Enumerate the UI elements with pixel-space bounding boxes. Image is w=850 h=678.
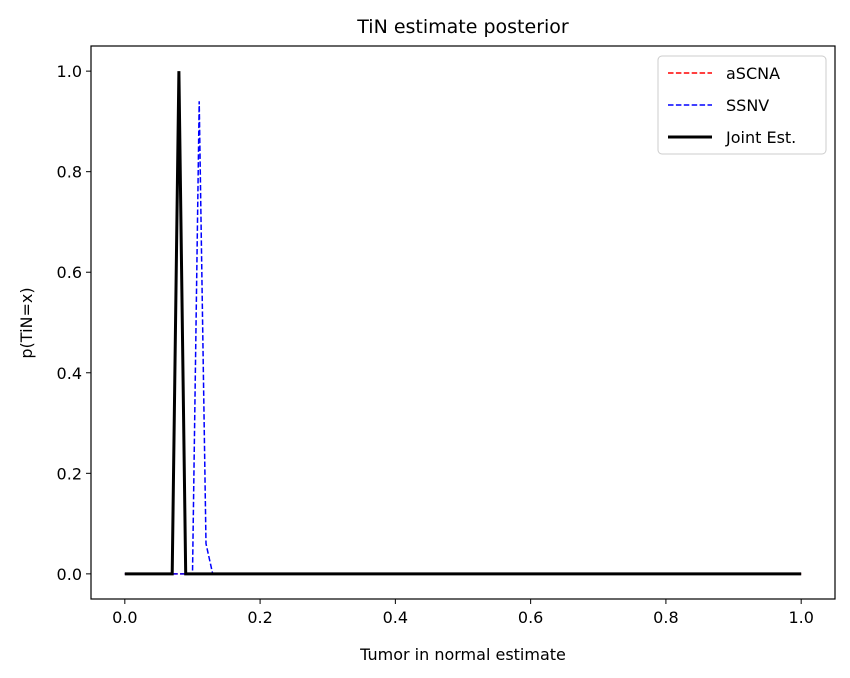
legend-box [657,55,827,155]
x-axis-label: Tumor in normal estimate [359,645,566,664]
chart-title: TiN estimate posterior [356,16,569,38]
x-tick-label: 0.2 [247,608,272,627]
legend-label: SSNV [726,96,769,115]
x-tick-label: 0.0 [112,608,137,627]
x-tick-label: 0.8 [653,608,678,627]
axis-ticks: 0.0 0.2 0.4 0.6 0.8 1.0 0.0 0.2 0.4 0.6 0.8 1.0 [57,62,814,627]
y-tick-label: 0.0 [57,565,82,584]
y-tick-label: 0.6 [57,263,82,282]
y-tick-label: 1.0 [57,62,82,81]
plot-frame [90,45,836,600]
y-tick-label: 0.2 [57,464,82,483]
x-tick-label: 0.6 [518,608,543,627]
plot-area [124,71,802,576]
series-line-ssnv [124,101,802,575]
legend-label: Joint Est. [725,128,796,147]
legend-label: aSCNA [726,64,780,83]
x-tick-label: 1.0 [788,608,813,627]
y-tick-label: 0.8 [57,163,82,182]
y-axis-label: p(TiN=x) [17,287,36,358]
legend: aSCNA SSNV Joint Est. [657,55,827,155]
series-line-joint-est [124,71,802,576]
y-tick-label: 0.4 [57,364,82,383]
x-tick-label: 0.4 [383,608,408,627]
